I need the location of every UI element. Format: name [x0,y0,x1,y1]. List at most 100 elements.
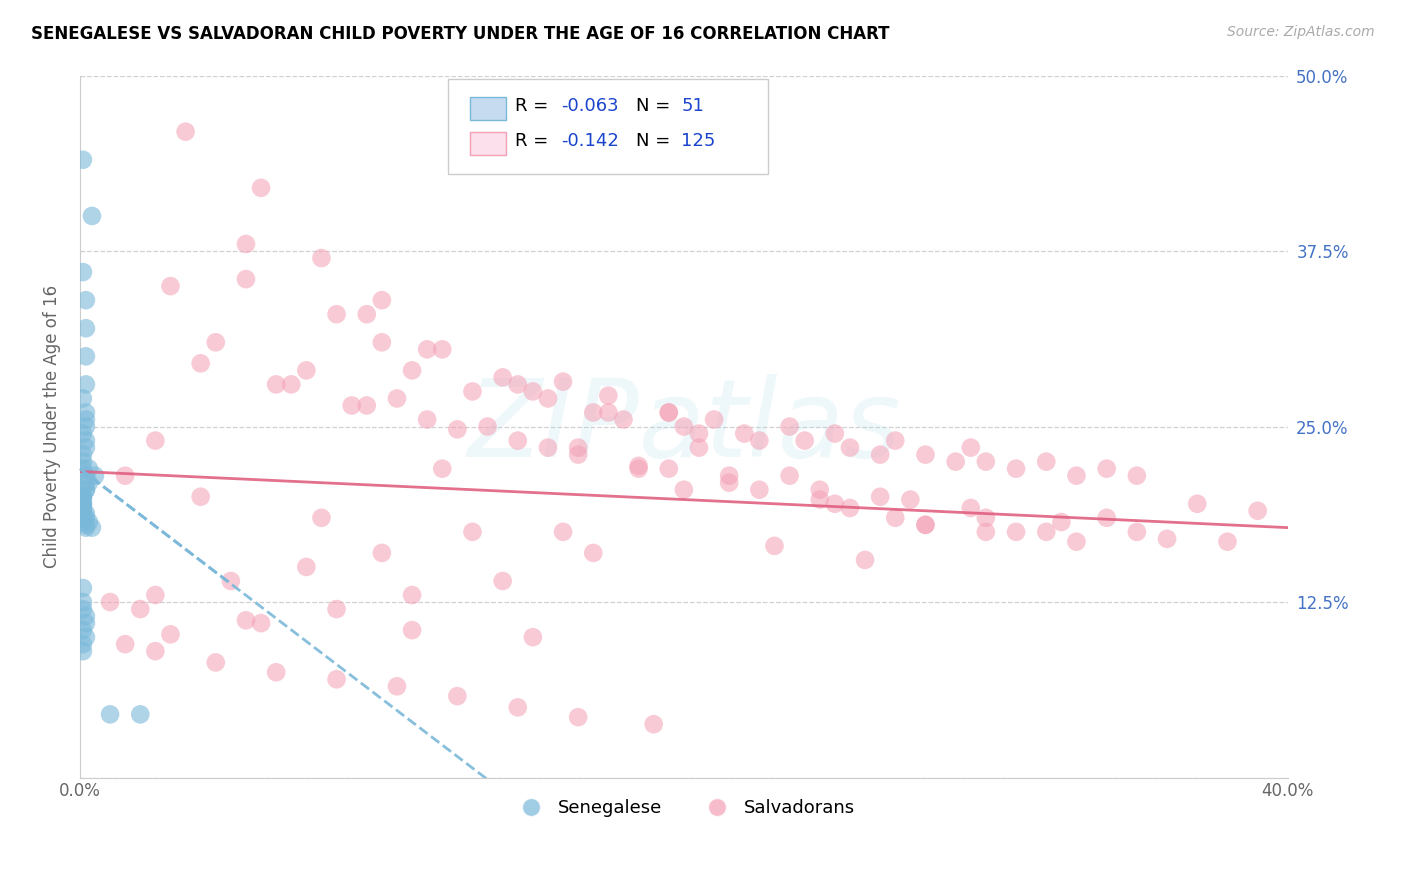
Point [325,673,347,687]
Point [914,448,936,462]
Point [551,375,574,389]
Point [280,377,302,392]
Text: ZIPatlas: ZIPatlas [467,374,901,479]
Text: R =: R = [515,132,554,150]
Point [853,553,876,567]
Point [446,689,468,703]
Point [959,500,981,515]
Point [72,637,94,651]
Point [75,434,97,448]
Point [432,343,454,357]
Point [219,574,242,588]
Point [884,434,907,448]
Text: N =: N = [636,132,675,150]
Point [72,595,94,609]
Point [371,335,394,350]
Point [77,515,100,529]
Point [974,510,997,524]
Point [72,581,94,595]
Point [914,517,936,532]
Point [869,490,891,504]
Point [718,475,741,490]
Point [145,588,167,602]
Point [72,492,94,507]
Point [1216,534,1239,549]
Point [72,461,94,475]
Point [72,426,94,441]
Point [688,441,710,455]
Point [643,717,665,731]
Point [492,370,515,384]
Point [688,426,710,441]
Text: Source: ZipAtlas.com: Source: ZipAtlas.com [1227,25,1375,39]
Point [77,461,100,475]
Point [75,616,97,631]
Point [75,441,97,455]
Point [75,521,97,535]
Point [748,434,770,448]
Point [401,363,423,377]
Point [75,412,97,426]
Point [506,700,529,714]
Text: SENEGALESE VS SALVADORAN CHILD POVERTY UNDER THE AGE OF 16 CORRELATION CHART: SENEGALESE VS SALVADORAN CHILD POVERTY U… [31,25,890,43]
Point [72,515,94,529]
Point [461,384,484,399]
Point [75,517,97,532]
Y-axis label: Child Poverty Under the Age of 16: Child Poverty Under the Age of 16 [44,285,60,568]
Point [1126,468,1149,483]
Point [1095,461,1118,475]
Point [75,405,97,419]
Point [1156,532,1178,546]
Point [75,468,97,483]
Point [522,630,544,644]
Point [567,710,589,724]
Point [72,623,94,637]
Point [250,616,273,631]
Point [658,461,681,475]
Point [204,335,226,350]
Point [869,448,891,462]
Point [114,637,136,651]
Point [974,455,997,469]
Point [72,448,94,462]
Point [295,363,318,377]
Point [461,524,484,539]
Text: R =: R = [515,96,554,115]
Point [748,483,770,497]
Point [582,405,605,419]
Point [718,468,741,483]
Point [627,461,650,475]
Point [98,595,121,609]
Point [551,524,574,539]
Point [72,602,94,616]
Point [204,656,226,670]
Point [356,307,378,321]
Point [72,265,94,279]
Point [264,665,287,680]
Point [898,492,921,507]
Point [371,293,394,308]
Point [80,521,103,535]
Point [598,389,620,403]
Point [839,500,862,515]
Point [75,510,97,524]
Point [537,441,560,455]
Point [914,517,936,532]
Point [385,679,408,693]
Point [401,623,423,637]
Point [84,468,107,483]
Point [72,497,94,511]
Point [492,574,515,588]
Point [72,490,94,504]
Point [432,461,454,475]
Point [672,483,695,497]
Point [612,412,634,426]
Point [446,422,468,436]
Point [325,307,347,321]
Point [72,392,94,406]
Point [356,399,378,413]
Point [235,272,257,286]
Point [839,441,862,455]
Point [884,510,907,524]
Point [80,209,103,223]
